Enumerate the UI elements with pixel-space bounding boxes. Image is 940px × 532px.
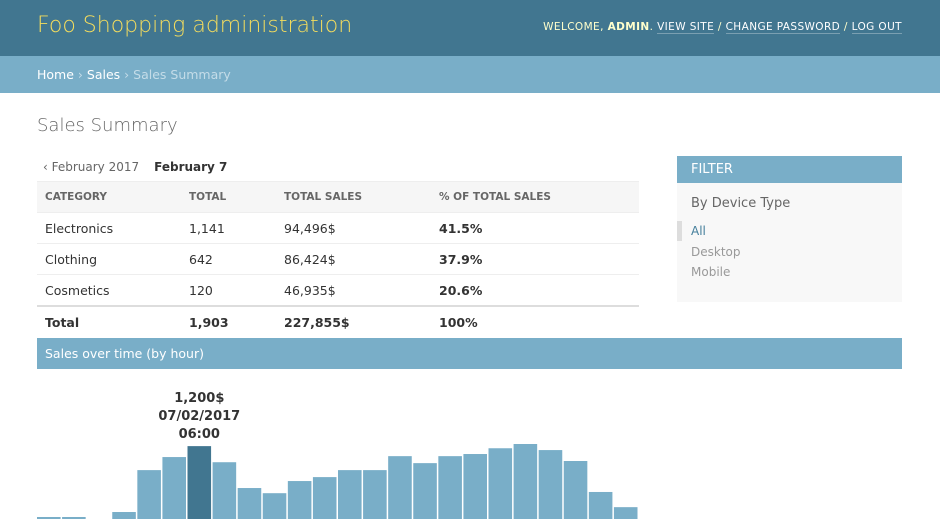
- sep: ›: [124, 67, 130, 82]
- cell: Cosmetics: [37, 274, 181, 307]
- row: Cosmetics 120 46,935$ 20.6%: [37, 274, 639, 307]
- filter-option[interactable]: Desktop: [691, 245, 741, 259]
- sep: /: [843, 21, 848, 33]
- cell: 37.9%: [431, 243, 639, 275]
- chart: 1,200$ 07/02/2017 06:00: [37, 391, 638, 519]
- filter-options: All Desktop Mobile: [677, 221, 902, 281]
- date-hierarchy: ‹ February 2017 February 7: [43, 160, 227, 174]
- user-tools: WELCOME, ADMIN. VIEW SITE / CHANGE PASSW…: [543, 21, 902, 34]
- change-password[interactable]: CHANGE PASSWORD: [725, 21, 841, 34]
- cell: Total: [37, 305, 181, 337]
- cell: 41.5%: [431, 212, 639, 244]
- total-row: Total 1,903 227,855$ 100%: [37, 305, 639, 337]
- sep: ›: [77, 67, 83, 82]
- cell: 94,496$: [276, 212, 431, 244]
- cell: 100%: [431, 305, 639, 337]
- bar: [363, 470, 387, 519]
- bar: [413, 463, 437, 519]
- bar: [312, 477, 337, 519]
- header: Foo Shopping administration WELCOME, ADM…: [0, 0, 940, 56]
- crumb[interactable]: Home: [37, 67, 74, 82]
- cell: Electronics: [37, 212, 181, 244]
- bar: [388, 456, 412, 519]
- bar: [463, 454, 487, 519]
- filter-heading: By Device Type: [691, 196, 791, 211]
- bar: [513, 444, 538, 519]
- chart-header: Sales over time (by hour): [37, 338, 902, 369]
- page-title: Sales Summary: [37, 115, 178, 136]
- bar: [37, 516, 61, 519]
- bar: [212, 462, 237, 519]
- bar: [538, 450, 563, 519]
- column-header: CATEGORY: [37, 181, 181, 213]
- tooltip-text: 1,200$: [174, 391, 224, 406]
- column-header: % OF TOTAL SALES: [431, 181, 639, 213]
- site-title[interactable]: Foo Shopping administration: [37, 13, 353, 38]
- cell: 20.6%: [431, 274, 639, 307]
- bar: [438, 456, 462, 519]
- bar: [287, 481, 312, 519]
- cell: 642: [181, 243, 276, 275]
- cell: 120: [181, 274, 276, 307]
- bar: [613, 507, 638, 519]
- filter-option[interactable]: All: [677, 221, 902, 241]
- bar: [563, 461, 588, 519]
- bar: [137, 470, 161, 519]
- tooltip-text: 06:00: [179, 427, 220, 442]
- bar: [338, 470, 362, 519]
- tooltip-text: 07/02/2017: [158, 409, 240, 424]
- crumb: Sales Summary: [133, 67, 231, 82]
- cell: 1,141: [181, 212, 276, 244]
- column-header: TOTAL SALES: [276, 181, 431, 213]
- sep: /: [717, 21, 722, 33]
- chart-title: Sales over time (by hour): [45, 346, 204, 361]
- bar: [187, 446, 212, 519]
- cell: 86,424$: [276, 243, 431, 275]
- bar: [62, 516, 86, 519]
- user: ADMIN: [607, 21, 650, 33]
- bar: [162, 457, 186, 519]
- cell: 46,935$: [276, 274, 431, 307]
- crumb[interactable]: Sales: [86, 67, 121, 82]
- date-back[interactable]: ‹ February 2017: [43, 160, 140, 174]
- cell: 1,903: [181, 305, 276, 337]
- bar: [237, 488, 262, 519]
- date-current: February 7: [154, 160, 228, 174]
- bar: [262, 493, 287, 519]
- punct: .: [649, 21, 654, 33]
- breadcrumbs: Home › Sales › Sales Summary: [0, 56, 940, 93]
- cell: Clothing: [37, 243, 181, 275]
- row: Clothing 642 86,424$ 37.9%: [37, 243, 639, 275]
- welcome: WELCOME,: [543, 21, 604, 33]
- log-out[interactable]: LOG OUT: [851, 21, 902, 34]
- filter: FILTER By Device Type All Desktop Mobile: [677, 156, 902, 302]
- summary-table: CATEGORY TOTAL TOTAL SALES% OF TOTAL SALES…: [37, 181, 639, 337]
- bar: [112, 512, 136, 519]
- row: Electronics 1,141 94,496$ 41.5%: [37, 212, 639, 244]
- filter-title: FILTER: [691, 162, 733, 177]
- bar: [588, 491, 613, 519]
- cell: 227,855$: [276, 305, 431, 337]
- filter-option[interactable]: Mobile: [691, 265, 731, 279]
- bar: [488, 448, 513, 519]
- view-site[interactable]: VIEW SITE: [657, 21, 715, 34]
- column-header: TOTAL: [181, 181, 276, 213]
